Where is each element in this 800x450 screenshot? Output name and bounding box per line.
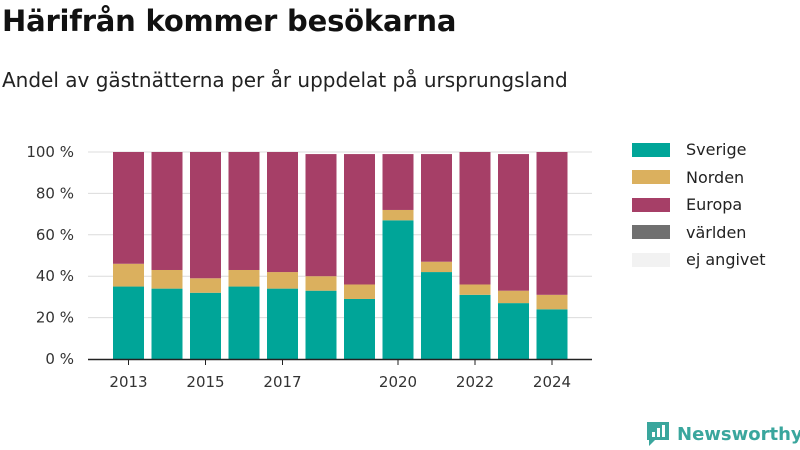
x-tick-label: 2022	[456, 373, 494, 391]
bar-norden-2015	[190, 278, 221, 293]
bar-sverige-2021	[421, 272, 452, 359]
legend-item: ej angivet	[632, 246, 766, 274]
bar-norden-2017	[267, 272, 298, 289]
bar-europa-2013	[113, 152, 144, 264]
newsworthy-logo-icon	[647, 422, 669, 446]
legend-label: Norden	[686, 167, 745, 187]
bar-norden-2016	[228, 269, 260, 287]
bar-europa-2022	[459, 152, 491, 285]
y-tick-label: 20 %	[36, 309, 74, 327]
legend-swatch	[632, 197, 670, 212]
x-tick-label: 2017	[263, 373, 301, 391]
y-tick-label: 40 %	[36, 267, 74, 285]
bar-europa-2017	[267, 152, 298, 273]
legend-swatch	[632, 142, 670, 157]
legend-label: Europa	[686, 195, 743, 215]
x-tick-label: 2024	[533, 373, 571, 391]
bar-norden-2021	[421, 261, 452, 273]
bar-norden-2022	[459, 284, 491, 295]
bar-sverige-2018	[305, 290, 337, 359]
bar-europa-2020	[382, 154, 414, 210]
bar-europa-2019	[344, 154, 375, 285]
x-tick-label: 2020	[379, 373, 417, 391]
bar-norden-2024	[536, 294, 568, 310]
y-tick-label: 100 %	[26, 143, 74, 161]
y-tick-label: 80 %	[36, 184, 74, 202]
bar-sverige-2020	[382, 220, 414, 359]
bar-norden-2020	[382, 209, 414, 221]
legend-swatch	[632, 170, 670, 185]
bar-sverige-2016	[228, 286, 260, 359]
bar-sverige-2023	[498, 303, 529, 359]
bar-sverige-2022	[459, 294, 491, 359]
brand-logo: Newsworthy	[645, 420, 800, 448]
bar-sverige-2019	[344, 298, 375, 359]
y-tick-label: 0 %	[45, 350, 74, 368]
bar-norden-2013	[113, 263, 144, 287]
bar-norden-2019	[344, 284, 375, 299]
legend-item: världen	[632, 219, 766, 247]
bar-norden-2018	[305, 276, 337, 291]
bar-europa-2024	[536, 152, 568, 295]
x-tick-label: 2013	[109, 373, 147, 391]
bar-sverige-2017	[267, 288, 298, 359]
chart-legend: Sverige Norden Europa världen ej angivet	[632, 136, 766, 274]
bar-europa-2014	[151, 152, 183, 270]
x-tick-label: 2015	[186, 373, 224, 391]
legend-label: världen	[686, 222, 747, 242]
legend-item: Europa	[632, 191, 766, 219]
bar-europa-2015	[190, 152, 221, 279]
bar-sverige-2013	[113, 286, 144, 359]
legend-label: ej angivet	[686, 250, 766, 270]
bar-norden-2014	[151, 269, 183, 289]
legend-item: Norden	[632, 164, 766, 192]
bar-europa-2023	[498, 154, 529, 291]
legend-label: Sverige	[686, 140, 747, 160]
brand-name: Newsworthy	[677, 423, 800, 445]
bar-europa-2016	[228, 152, 260, 270]
legend-swatch	[632, 252, 670, 267]
y-tick-label: 60 %	[36, 226, 74, 244]
bar-sverige-2015	[190, 292, 221, 359]
chart-title: Härifrån kommer besökarna	[2, 4, 457, 38]
chart-subtitle: Andel av gästnätterna per år uppdelat på…	[2, 68, 568, 92]
bar-europa-2021	[421, 154, 452, 262]
bar-sverige-2014	[151, 288, 183, 359]
bar-norden-2023	[498, 290, 529, 304]
legend-item: Sverige	[632, 136, 766, 164]
bar-europa-2018	[305, 154, 337, 277]
bar-sverige-2024	[536, 309, 568, 359]
legend-swatch	[632, 225, 670, 240]
